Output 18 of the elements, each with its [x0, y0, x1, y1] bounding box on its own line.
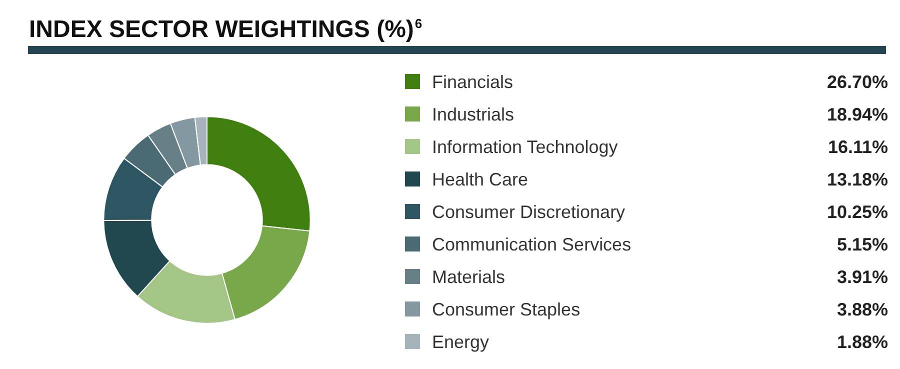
legend-label: Industrials: [432, 104, 514, 124]
legend-label: Communication Services: [432, 234, 632, 254]
legend-label: Consumer Staples: [432, 300, 580, 320]
data-label: 1.88%: [836, 332, 888, 352]
legend-label: Health Care: [432, 170, 528, 190]
legend-label: Financials: [432, 72, 514, 92]
data-label: 18.94%: [826, 104, 888, 124]
data-label: 5.15%: [836, 234, 888, 254]
data-label: 26.70%: [826, 72, 888, 92]
legend-label: Information Technology: [432, 137, 618, 157]
legend-label: Energy: [432, 332, 490, 352]
data-label: 10.25%: [826, 202, 888, 222]
legend-label: Consumer Discretionary: [432, 202, 626, 222]
data-label: 3.88%: [836, 300, 888, 320]
data-label: 13.18%: [826, 170, 888, 190]
data-label: 16.11%: [828, 137, 888, 157]
legend-label: Materials: [432, 267, 506, 287]
data-label: 3.91%: [836, 267, 888, 287]
